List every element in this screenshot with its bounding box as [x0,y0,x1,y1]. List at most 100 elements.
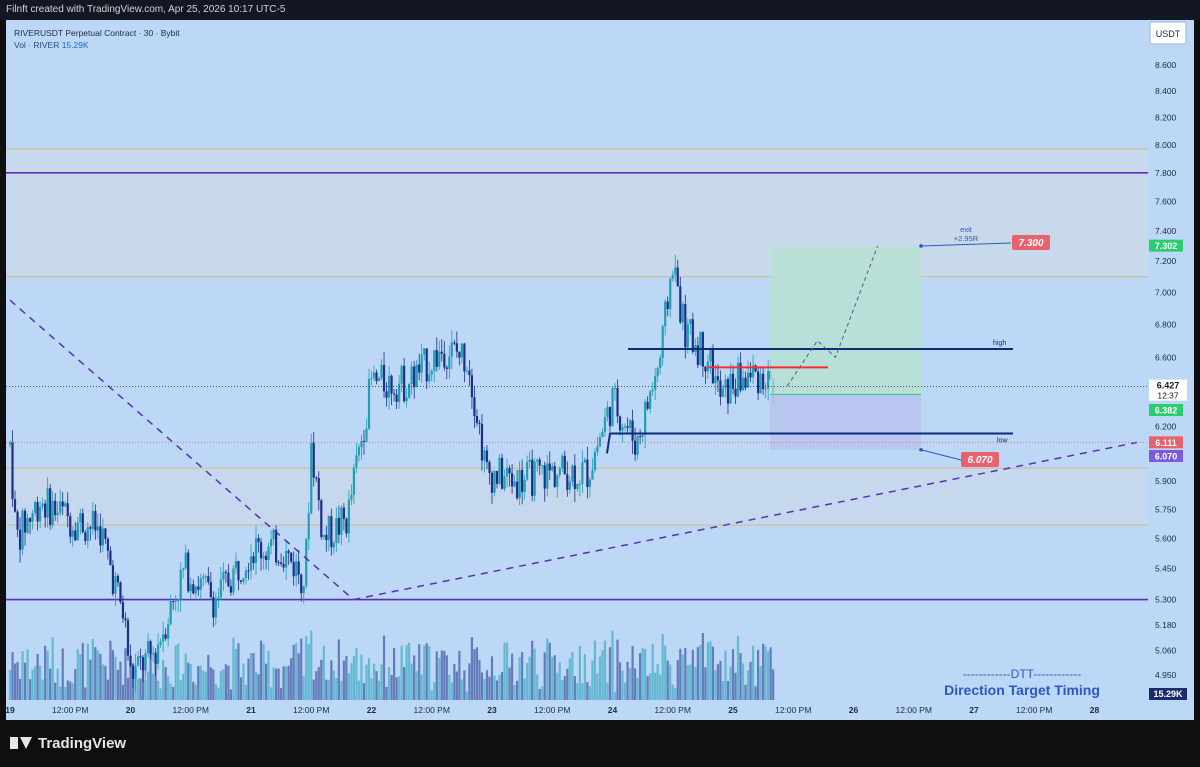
volume-bar [162,659,165,700]
stop-price-label: 6.070 [967,455,992,466]
volume-bar [21,651,24,700]
volume-bar [571,651,574,700]
candle-body [380,365,383,379]
volume-bar [272,667,275,700]
volume-bar [721,681,725,700]
x-tick-label: 26 [849,705,859,715]
x-tick-label: 28 [1090,705,1100,715]
candle-body [744,377,747,388]
volume-legend: Vol · RIVER 15.29K [14,39,180,51]
volume-bar [222,669,225,700]
candle-body [129,655,132,667]
volume-bar [551,656,554,700]
candle-body [463,343,466,372]
volume-bar [478,659,481,700]
candle-body [114,576,117,594]
current-price-tag: 6.427 [1157,381,1180,391]
volume-bar [76,649,79,700]
candle-body [639,436,642,438]
volume-bar [189,664,192,700]
volume-tag: 15.29K [1153,689,1183,699]
volume-bar [179,680,182,700]
volume-bar [357,680,361,700]
volume-bar [217,687,220,700]
volume-bar [719,660,722,700]
candle-body [330,516,333,548]
candle-body [21,510,24,550]
candle-body [335,517,338,544]
volume-bar [36,653,39,700]
candle-body [721,388,725,397]
volume-bar [106,679,110,700]
price-label: 7.302 [1155,241,1178,251]
volume-bar [370,678,373,700]
candle-body [403,365,406,402]
candle-body [603,416,607,432]
candle-body [121,602,125,619]
chart-legend: RIVERUSDT Perpetual Contract · 30 · Bybi… [14,27,180,51]
volume-bar [556,672,559,700]
volume-bar [129,662,132,700]
volume-bar [382,635,386,700]
price-label-bg [1149,436,1183,449]
volume-bar [701,633,704,700]
volume-bar [164,667,167,700]
volume-bar [676,660,679,700]
candle-body [488,461,491,473]
x-tick-label: 12:00 PM [173,705,209,715]
candle-body [536,459,539,462]
volume-bar [744,684,747,700]
candle-body [94,510,97,531]
volume-bar [292,644,295,700]
volume-value: 15.29K [61,40,89,50]
exit-marker [919,244,923,248]
volume-bar [59,686,62,700]
volume-bar [618,662,622,700]
candle-body [84,532,87,541]
volume-bar [275,668,278,700]
volume-bar [385,686,388,700]
chart-area[interactable] [6,20,1194,720]
watermark-title: Direction Target Timing [944,682,1100,698]
candle-body [618,416,622,431]
volume-bar [350,663,353,700]
candle-body [36,502,39,522]
candle-body [500,457,504,489]
candle-body [438,351,441,367]
candle-body [623,426,627,428]
candle-body [706,361,709,372]
candle-body [46,488,49,518]
volume-bar [669,664,672,700]
candle-body [101,528,104,546]
candle-body [455,343,458,352]
volume-bar [586,682,589,700]
candle-body [751,365,755,378]
volume-bar [734,672,737,700]
candle-body [636,436,639,455]
volume-bar [691,649,694,700]
volume-bar [352,656,356,700]
candle-body [453,342,456,344]
volume-bar [327,679,330,700]
volume-bar [518,656,521,700]
candle-body [531,459,534,496]
candle-body [172,601,175,603]
projection-path [786,245,879,387]
volume-bar [596,673,599,700]
countdown-tag: 12:37 [1157,391,1179,401]
volume-bar [345,655,348,700]
volume-bar [312,679,315,700]
volume-bar [636,677,639,700]
candle-body [556,474,559,487]
volume-bar [649,673,652,700]
candle-body [586,459,589,488]
candle-body [644,401,647,435]
volume-bar [34,666,37,700]
candle-body [418,364,421,373]
volume-bar [229,689,233,700]
volume-bar [317,667,320,700]
x-tick-label: 12:00 PM [1016,705,1052,715]
volume-bar [325,679,328,700]
candle-body [576,484,579,489]
